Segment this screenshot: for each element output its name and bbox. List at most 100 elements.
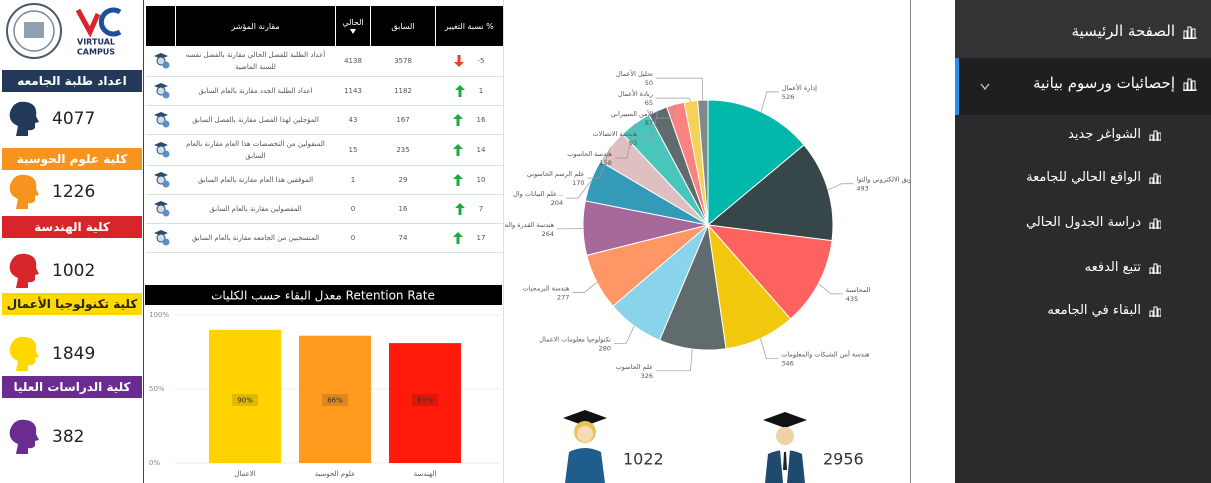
male-count: 2956: [823, 450, 864, 469]
chart-icon: [1149, 217, 1161, 229]
kpi-value: 1002: [52, 261, 95, 281]
slice-name: علم البيانات وال...: [513, 190, 563, 198]
change-cell: 14: [436, 135, 503, 166]
seal-center: [24, 22, 44, 38]
slice-value: 526: [782, 93, 794, 101]
pie-chart: 1022 2956 إدارة الأعمال526التسويق الالكت…: [505, 0, 910, 483]
row-icon: [152, 110, 170, 128]
slice-value: 50: [645, 79, 653, 87]
change-cell: 7: [436, 195, 503, 224]
header-cell[interactable]: الحالي: [336, 6, 371, 46]
table-row: المنسحبين من الجامعه مقارنة بالعام الساب…: [146, 224, 503, 253]
arrow-shape: [453, 114, 463, 126]
slice-name: هندسة أمن الشبكات والمعلومات: [781, 349, 870, 358]
chart-icon: [1149, 172, 1161, 184]
trend-arrow: [453, 114, 463, 126]
x-tick-label: الهندسة: [414, 470, 437, 478]
nav-item[interactable]: إحصائيات ورسوم بيانية: [955, 74, 1211, 92]
change-value: 10: [477, 176, 486, 184]
male-icon: [763, 412, 807, 483]
trend-arrow: [454, 55, 464, 67]
arrow-shape: [455, 203, 465, 215]
leader-line: [828, 184, 853, 190]
icon-bar: [1188, 27, 1191, 39]
row-icon: [152, 140, 170, 158]
kpi-label: اعداد طلبة الجامعه: [2, 70, 142, 92]
submenu-item[interactable]: البقاء في الجامعه: [955, 303, 1211, 318]
table-row: الموقفين هذا العام مقارنة بالعام السابق 1…: [146, 166, 503, 195]
current-value: 1143: [336, 77, 371, 106]
chevron: [980, 83, 990, 91]
slice-name: المحاسبة: [846, 286, 871, 294]
header-cell[interactable]: نسبة التغيير %: [436, 6, 503, 46]
kpi-value: 382: [52, 427, 84, 447]
head-silhouette: [10, 254, 39, 288]
cap: [763, 412, 807, 428]
logo-text: VIRTUAL: [77, 38, 115, 47]
logo-c: [101, 10, 120, 34]
submenu-item[interactable]: الشواغر جديد: [955, 127, 1211, 142]
icon-badge: [162, 181, 169, 188]
previous-value: 3578: [371, 46, 436, 77]
slice-name: ريادة الأعمال: [618, 89, 653, 98]
slice-name: هندسة القدرة والطاقة: [505, 221, 555, 229]
indicator: الموقفين هذا العام مقارنة بالعام السابق: [176, 166, 336, 195]
icon-badge: [162, 210, 169, 217]
chart-icon: [1149, 262, 1161, 274]
row-icon-cell: [146, 46, 176, 77]
row-icon-cell: [146, 106, 176, 135]
slice-value: 204: [551, 199, 563, 207]
sort-arrow: [350, 29, 356, 34]
icon-bar: [1188, 79, 1191, 91]
slice-name: هندسة البرمجيات: [523, 284, 570, 292]
submenu-item[interactable]: دراسة الجدول الحالي: [955, 215, 1211, 230]
slice-name: إدارة الأعمال: [782, 83, 817, 92]
header-cell[interactable]: السابق: [371, 6, 436, 46]
slice-name: تكنولوجيا معلومات الاعمال: [539, 336, 611, 344]
trend-arrow: [453, 144, 463, 156]
header-cell[interactable]: مقارنة المؤشر: [176, 6, 336, 46]
logo-text: CAMPUS: [77, 48, 115, 57]
kpi-value: 4077: [52, 109, 95, 129]
nav-item[interactable]: الصفحة الرئيسية: [955, 22, 1211, 40]
change-value: 14: [477, 146, 486, 154]
row-icon-cell: [146, 135, 176, 166]
table-header: مقارنة المؤشر الحالي السابق نسبة التغيير…: [146, 6, 503, 46]
icon-badge: [162, 62, 169, 69]
table-row: المفصولين مقارنة بالعام السابق0167: [146, 195, 503, 224]
submenu-item[interactable]: الواقع الحالي للجامعة: [955, 170, 1211, 185]
leader-line: [761, 92, 779, 112]
row-icon: [152, 199, 170, 217]
kpi-label: كلية الدراسات العليا: [2, 376, 142, 398]
chart-title: معدل البقاء حسب الكليات Retention Rate: [211, 289, 435, 303]
change-value: 17: [477, 234, 486, 242]
value-label: 81%: [417, 397, 433, 405]
header-cell: [146, 6, 176, 46]
row-icon-cell: [146, 224, 176, 253]
leader-line: [656, 98, 691, 101]
slice-name: تحليل الأعمال: [616, 69, 653, 78]
page: VIRTUAL CAMPUS اعداد طلبة الجامعه 4077 كلي…: [0, 0, 1211, 483]
female-icon: [563, 410, 607, 483]
indicator: المؤجلين لهذا الفصل مقارنة بالفصل السابق: [176, 106, 336, 135]
kpi-label: كلية الهندسة: [2, 216, 142, 238]
previous-value: 235: [371, 135, 436, 166]
chart-icon: [1149, 305, 1161, 317]
indicator: المفصولين مقارنة بالعام السابق: [176, 195, 336, 224]
row-icon: [152, 81, 170, 99]
current-value: 0: [336, 195, 371, 224]
head-silhouette: [10, 102, 39, 136]
arrow-shape: [453, 174, 463, 186]
row-icon-cell: [146, 77, 176, 106]
logo-v: [78, 10, 98, 32]
trend-arrow: [455, 203, 465, 215]
head-icon: [6, 173, 40, 209]
change-cell: 10: [436, 166, 503, 195]
previous-value: 74: [371, 224, 436, 253]
kpi-label: كلية تكنولوجيا الأعمال: [2, 293, 142, 315]
indicator: اعداد الطلبة الجدد مقارنة بالعام السابق: [176, 77, 336, 106]
change-cell: 16: [436, 106, 503, 135]
chevron-shape: [981, 84, 989, 89]
submenu-item[interactable]: تتبع الدفعه: [955, 260, 1211, 275]
table-row: المؤجلين لهذا الفصل مقارنة بالفصل السابق…: [146, 106, 503, 135]
